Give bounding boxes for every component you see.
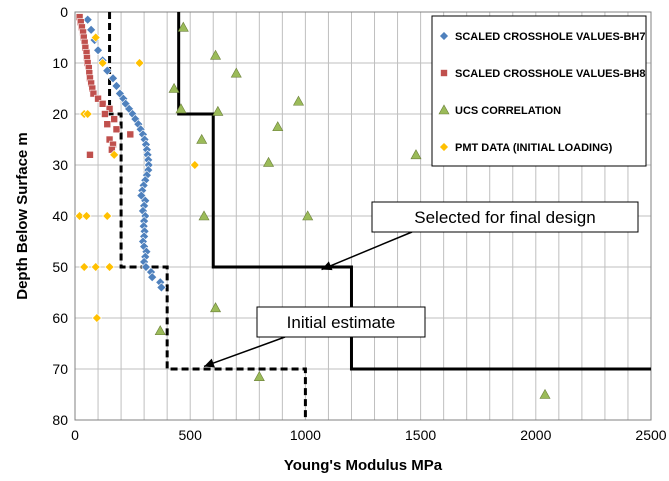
ucs-data-point	[212, 105, 224, 116]
bh8-data-point	[112, 125, 121, 134]
pmt-data-point	[102, 211, 113, 221]
ucs-data-point	[272, 121, 284, 132]
pmt-data-point	[81, 211, 92, 221]
ucs-data-point	[175, 103, 187, 114]
bh7-data-point	[111, 81, 122, 91]
pmt-data-point	[189, 160, 200, 170]
ucs-data-point	[196, 133, 208, 144]
y-tick-labels: 0 10 20 30 40 50 60 70 80	[52, 4, 68, 428]
y-tick-label: 60	[52, 310, 68, 326]
x-tick-label: 500	[179, 427, 203, 443]
bh8-data-point	[110, 115, 118, 123]
pmt-data-point	[134, 58, 145, 68]
y-tick-label: 20	[52, 106, 68, 122]
y-tick-label: 80	[52, 412, 68, 428]
bh8-data-point	[89, 89, 98, 98]
ucs-data-point	[168, 82, 180, 93]
y-tick-label: 10	[52, 55, 68, 71]
y-axis-title: Depth Below Surface m	[14, 132, 31, 300]
ucs-data-point	[210, 302, 222, 313]
legend-pmt-label: PMT DATA (INITIAL LOADING)	[455, 142, 613, 154]
legend: SCALED CROSSHOLE VALUES-BH7 SCALED CROSSH…	[431, 15, 647, 167]
bh7-data-point	[141, 262, 151, 272]
pmt-data-point	[97, 58, 108, 68]
legend-bh8-label: SCALED CROSSHOLE VALUES-BH8	[455, 68, 645, 80]
legend-bh7-marker	[439, 31, 449, 41]
legend-ucs-marker	[438, 104, 450, 115]
bh8-data-point	[105, 105, 114, 113]
x-tick-label: 1500	[405, 427, 436, 443]
x-axis-title: Young's Modulus MPa	[284, 457, 443, 474]
final-design-callout-box	[371, 201, 639, 233]
bh7-data-point	[102, 65, 113, 76]
pmt-data-point	[109, 149, 120, 160]
legend-bh7-label: SCALED CROSSHOLE VALUES-BH7	[455, 31, 645, 43]
final-design-line	[177, 12, 651, 371]
pmt-data-point	[82, 109, 93, 119]
bh7-data-point	[86, 24, 97, 35]
x-tick-label: 2500	[635, 427, 666, 443]
ucs-data-point	[230, 67, 242, 78]
x-tick-label: 2000	[520, 427, 551, 443]
data-markers	[74, 13, 551, 399]
bh8-data-point	[86, 151, 94, 159]
y-tick-label: 50	[52, 259, 68, 275]
ucs-data-point	[292, 95, 304, 106]
y-tick-label: 70	[52, 361, 68, 377]
legend-pmt-marker	[439, 142, 449, 152]
ucs-data-point	[154, 325, 166, 336]
x-tick-label: 1000	[290, 427, 321, 443]
bh8-data-point	[98, 100, 107, 108]
legend-box	[431, 15, 647, 167]
initial-estimate-callout-box	[256, 306, 426, 338]
pmt-data-point	[74, 211, 85, 221]
legend-bh8-marker	[440, 69, 448, 77]
final-design-callout-label: Selected for final design	[414, 208, 595, 227]
ucs-data-point	[263, 156, 275, 167]
y-tick-label: 0	[60, 4, 68, 20]
initial-estimate-callout-arrow-head	[204, 358, 215, 368]
legend-ucs-label: UCS CORRELATION	[455, 105, 561, 117]
ucs-data-point	[210, 49, 222, 60]
bh8-data-point	[101, 110, 109, 118]
bh7-data-point	[156, 282, 167, 293]
ucs-data-point	[410, 149, 422, 160]
bh8-data-point	[94, 94, 102, 103]
ucs-data-point	[198, 210, 210, 221]
bh8-data-point	[103, 120, 112, 128]
initial-estimate-callout-arrow-line	[203, 336, 286, 368]
pmt-data-point	[104, 262, 115, 272]
bh8-data-point	[126, 130, 135, 139]
y-tick-label: 30	[52, 157, 68, 173]
initial-estimate-callout-label: Initial estimate	[287, 313, 396, 332]
pmt-data-point	[90, 262, 101, 272]
ucs-data-point	[302, 210, 314, 221]
bh7-data-point	[147, 272, 158, 283]
y-tick-label: 40	[52, 208, 68, 224]
ucs-data-point	[177, 21, 189, 32]
pmt-data-point	[91, 313, 102, 323]
x-tick-label: 0	[71, 427, 79, 443]
bh7-data-point	[82, 14, 93, 25]
pmt-data-point	[90, 32, 101, 43]
final-design-callout-arrow-head	[321, 261, 333, 271]
bh7-data-point	[108, 73, 118, 84]
bh7-data-point	[93, 45, 103, 56]
annotations: Selected for final design Initial estimat…	[203, 201, 639, 368]
ucs-data-point	[539, 388, 551, 399]
x-tick-labels: 0 500 1000 1500 2000 2500	[71, 427, 667, 443]
final-design-callout-arrow-line	[321, 231, 413, 271]
pmt-data-point	[79, 262, 90, 272]
ucs-data-point	[253, 371, 265, 381]
